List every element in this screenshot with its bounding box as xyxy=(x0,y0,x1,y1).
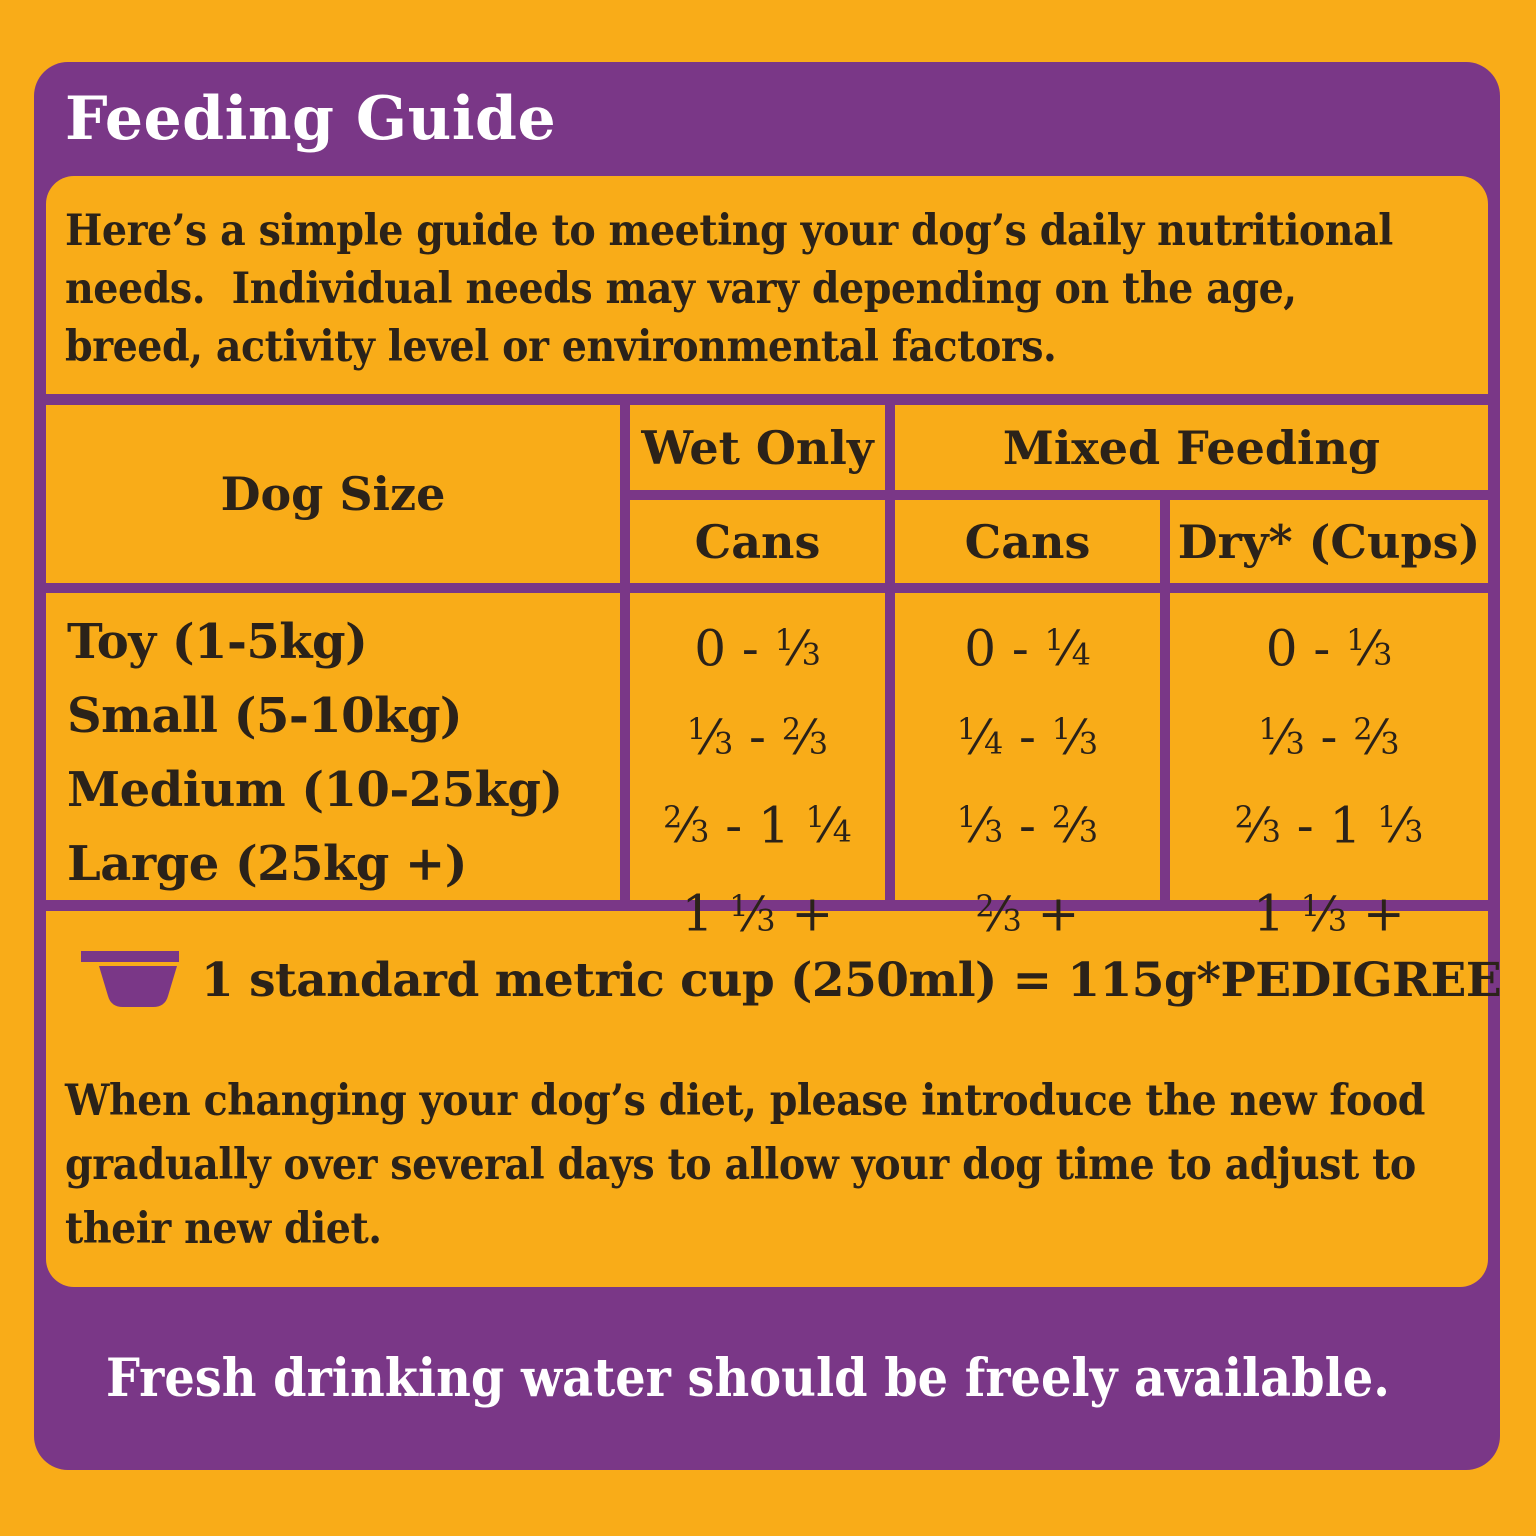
mixed-dry-subheader-cell: Dry* (Cups) xyxy=(1170,500,1488,583)
intro-line-3: breed, activity level or environmental f… xyxy=(65,322,1057,372)
dog-size-header-cell: Dog Size xyxy=(46,405,620,583)
table-value: 1⁄4 - 1⁄3 xyxy=(957,707,1098,766)
page-title: Feeding Guide xyxy=(65,84,557,154)
table-row-label: Medium (10-25kg) xyxy=(67,762,563,818)
content-card: Here’s a simple guide to meeting your do… xyxy=(46,176,1500,1287)
table-value: 2⁄3 - 1 1⁄4 xyxy=(663,796,852,855)
mixed-cans-column: 0 - 1⁄4 1⁄4 - 1⁄3 1⁄3 - 2⁄3 2⁄3 + xyxy=(895,593,1160,943)
table-row-label: Toy (1-5kg) xyxy=(67,614,368,670)
table-value: 0 - 1⁄3 xyxy=(694,619,821,678)
feeding-guide-panel: Feeding Guide Here’s a simple guide to m… xyxy=(34,62,1500,1470)
table-value: 1⁄3 - 2⁄3 xyxy=(687,707,828,766)
table-value: 1⁄3 - 2⁄3 xyxy=(1258,707,1400,766)
table-value: 1 1⁄3 + xyxy=(681,884,834,943)
table-value: 1⁄3 - 2⁄3 xyxy=(957,796,1098,855)
cup-note-row: 1 standard metric cup (250ml) = 115g*PED… xyxy=(65,949,1500,1011)
wet-cans-subheader-cell: Cans xyxy=(630,500,885,583)
intro-line-1: Here’s a simple guide to meeting your do… xyxy=(65,206,1393,256)
mixed-cans-subheader-cell: Cans xyxy=(895,500,1160,583)
feeding-table: Dog Size Wet Only Mixed Feeding Cans Can… xyxy=(46,394,1488,943)
table-value: 2⁄3 - 1 1⁄3 xyxy=(1234,796,1424,855)
title-band: Feeding Guide xyxy=(34,62,1500,176)
table-value: 0 - 1⁄3 xyxy=(1265,619,1393,678)
table-row-label: Small (5-10kg) xyxy=(67,688,463,744)
intro-paragraph: Here’s a simple guide to meeting your do… xyxy=(65,202,1469,376)
diet-change-line-2: gradually over several days to allow you… xyxy=(65,1140,1416,1190)
table-value: 2⁄3 + xyxy=(975,884,1080,943)
diet-change-line-3: their new diet. xyxy=(65,1204,382,1254)
water-note-text: Fresh drinking water should be freely av… xyxy=(106,1348,1390,1409)
dog-size-column: Toy (1-5kg) Small (5-10kg) Medium (10-25… xyxy=(46,593,620,900)
mixed-dry-column: 0 - 1⁄3 1⁄3 - 2⁄3 2⁄3 - 1 1⁄3 1 1⁄3 + xyxy=(1170,593,1488,943)
diet-change-line-1: When changing your dog’s diet, please in… xyxy=(65,1076,1426,1126)
table-value: 0 - 1⁄4 xyxy=(964,619,1091,678)
mixed-feeding-header-cell: Mixed Feeding xyxy=(895,405,1488,490)
diet-change-paragraph: When changing your dog’s diet, please in… xyxy=(65,1069,1469,1261)
intro-line-2: needs. Individual needs may vary dependi… xyxy=(65,264,1297,314)
table-row-label: Large (25kg +) xyxy=(67,836,467,892)
measuring-cup-icon xyxy=(81,951,179,1007)
wet-only-header-cell: Wet Only xyxy=(630,405,885,490)
cup-note-text: 1 standard metric cup (250ml) = 115g*PED… xyxy=(201,952,1500,1008)
water-note-bar: Fresh drinking water should be freely av… xyxy=(34,1287,1500,1470)
table-value: 1 1⁄3 + xyxy=(1253,884,1405,943)
wet-cans-column: 0 - 1⁄3 1⁄3 - 2⁄3 2⁄3 - 1 1⁄4 1 1⁄3 + xyxy=(630,593,885,943)
